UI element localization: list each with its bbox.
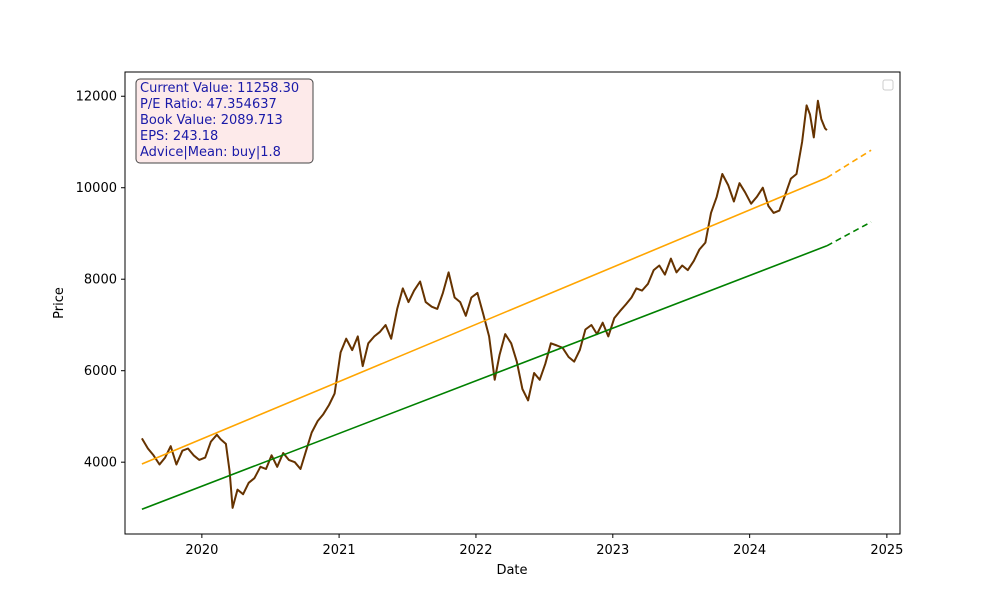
x-axis-title: Date bbox=[496, 563, 527, 578]
x-tick-label: 2022 bbox=[459, 543, 492, 558]
y-tick-label: 4000 bbox=[84, 456, 117, 471]
upper-trend-line bbox=[141, 176, 828, 465]
series-layer bbox=[141, 99, 872, 511]
x-tick-label: 2024 bbox=[733, 543, 766, 558]
info-eps: EPS: 243.18 bbox=[140, 129, 218, 144]
y-tick-label: 12000 bbox=[76, 90, 117, 105]
info-box: Current Value: 11258.30 P/E Ratio: 47.35… bbox=[135, 78, 314, 164]
x-tick-label: 2021 bbox=[323, 543, 356, 558]
y-tick-label: 10000 bbox=[76, 181, 117, 196]
y-tick-label: 6000 bbox=[84, 364, 117, 379]
axis-ticks: 2020 2021 2022 2023 2024 2025 4000 6000 8000 1000… bbox=[76, 90, 904, 558]
info-box-background bbox=[135, 78, 314, 164]
x-tick-label: 2020 bbox=[185, 543, 218, 558]
x-tick-label: 2023 bbox=[596, 543, 629, 558]
plot-frame bbox=[124, 71, 901, 535]
info-advice-mean: Advice|Mean: buy|1.8 bbox=[140, 145, 281, 160]
lower-trend-line-projection bbox=[826, 221, 872, 247]
legend-box bbox=[882, 79, 894, 91]
info-current-value: Current Value: 11258.30 bbox=[140, 81, 299, 96]
lower-trend-line bbox=[141, 245, 828, 511]
info-book-value: Book Value: 2089.713 bbox=[140, 113, 283, 128]
info-pe-ratio: P/E Ratio: 47.354637 bbox=[140, 97, 277, 112]
x-tick-label: 2025 bbox=[870, 543, 903, 558]
y-tick-label: 8000 bbox=[84, 273, 117, 288]
price-line bbox=[141, 99, 828, 509]
y-axis-title: Price bbox=[52, 287, 67, 319]
upper-trend-line-projection bbox=[826, 149, 872, 179]
